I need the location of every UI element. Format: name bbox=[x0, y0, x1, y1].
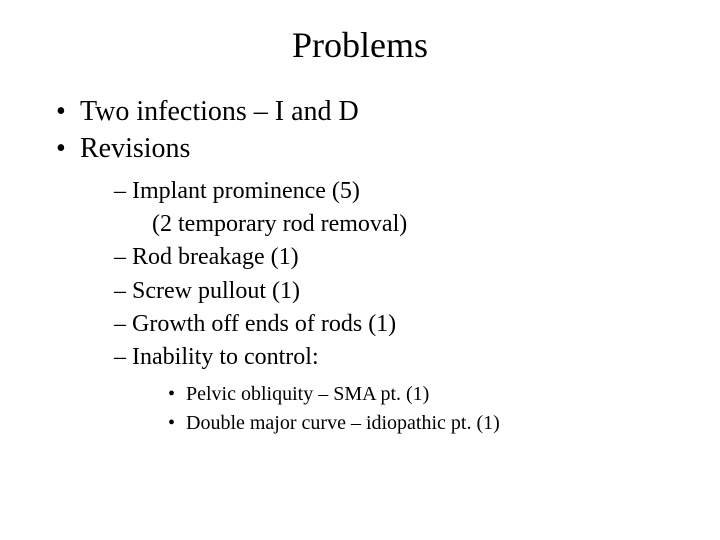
list-item-text: Revisions bbox=[80, 133, 190, 164]
list-item: Revisions Implant prominence (5) (2 temp… bbox=[56, 131, 690, 437]
slide-title: Problems bbox=[30, 24, 690, 66]
list-item-text: Screw pullout (1) bbox=[132, 278, 300, 304]
list-item: Growth off ends of rods (1) bbox=[114, 309, 690, 340]
list-item: Two infections – I and D bbox=[56, 94, 690, 129]
list-item-text: Rod breakage (1) bbox=[132, 244, 299, 270]
list-item: Pelvic obliquity – SMA pt. (1) bbox=[168, 381, 690, 408]
list-item-text: (2 temporary rod removal) bbox=[152, 211, 407, 237]
list-item: Double major curve – idiopathic pt. (1) bbox=[168, 410, 690, 437]
bullet-list-level2: Rod breakage (1) Screw pullout (1) Growt… bbox=[80, 242, 690, 437]
list-item: Screw pullout (1) bbox=[114, 276, 690, 307]
list-item-text: Pelvic obliquity – SMA pt. (1) bbox=[186, 383, 429, 405]
bullet-list-level1: Two infections – I and D Revisions Impla… bbox=[30, 94, 690, 437]
list-item-text: Implant prominence (5) bbox=[132, 178, 360, 204]
bullet-list-level2: Implant prominence (5) bbox=[80, 176, 690, 207]
list-item: Implant prominence (5) bbox=[114, 176, 690, 207]
list-item: Rod breakage (1) bbox=[114, 242, 690, 273]
list-item-text: Double major curve – idiopathic pt. (1) bbox=[186, 412, 500, 434]
list-item-text: Two infections – I and D bbox=[80, 96, 359, 127]
list-item-text: Inability to control: bbox=[132, 344, 319, 370]
list-item-plain: (2 temporary rod removal) bbox=[80, 209, 690, 240]
slide: Problems Two infections – I and D Revisi… bbox=[0, 0, 720, 540]
list-item-text: Growth off ends of rods (1) bbox=[132, 311, 396, 337]
list-item: Inability to control: Pelvic obliquity –… bbox=[114, 342, 690, 437]
bullet-list-level3: Pelvic obliquity – SMA pt. (1) Double ma… bbox=[132, 381, 690, 437]
